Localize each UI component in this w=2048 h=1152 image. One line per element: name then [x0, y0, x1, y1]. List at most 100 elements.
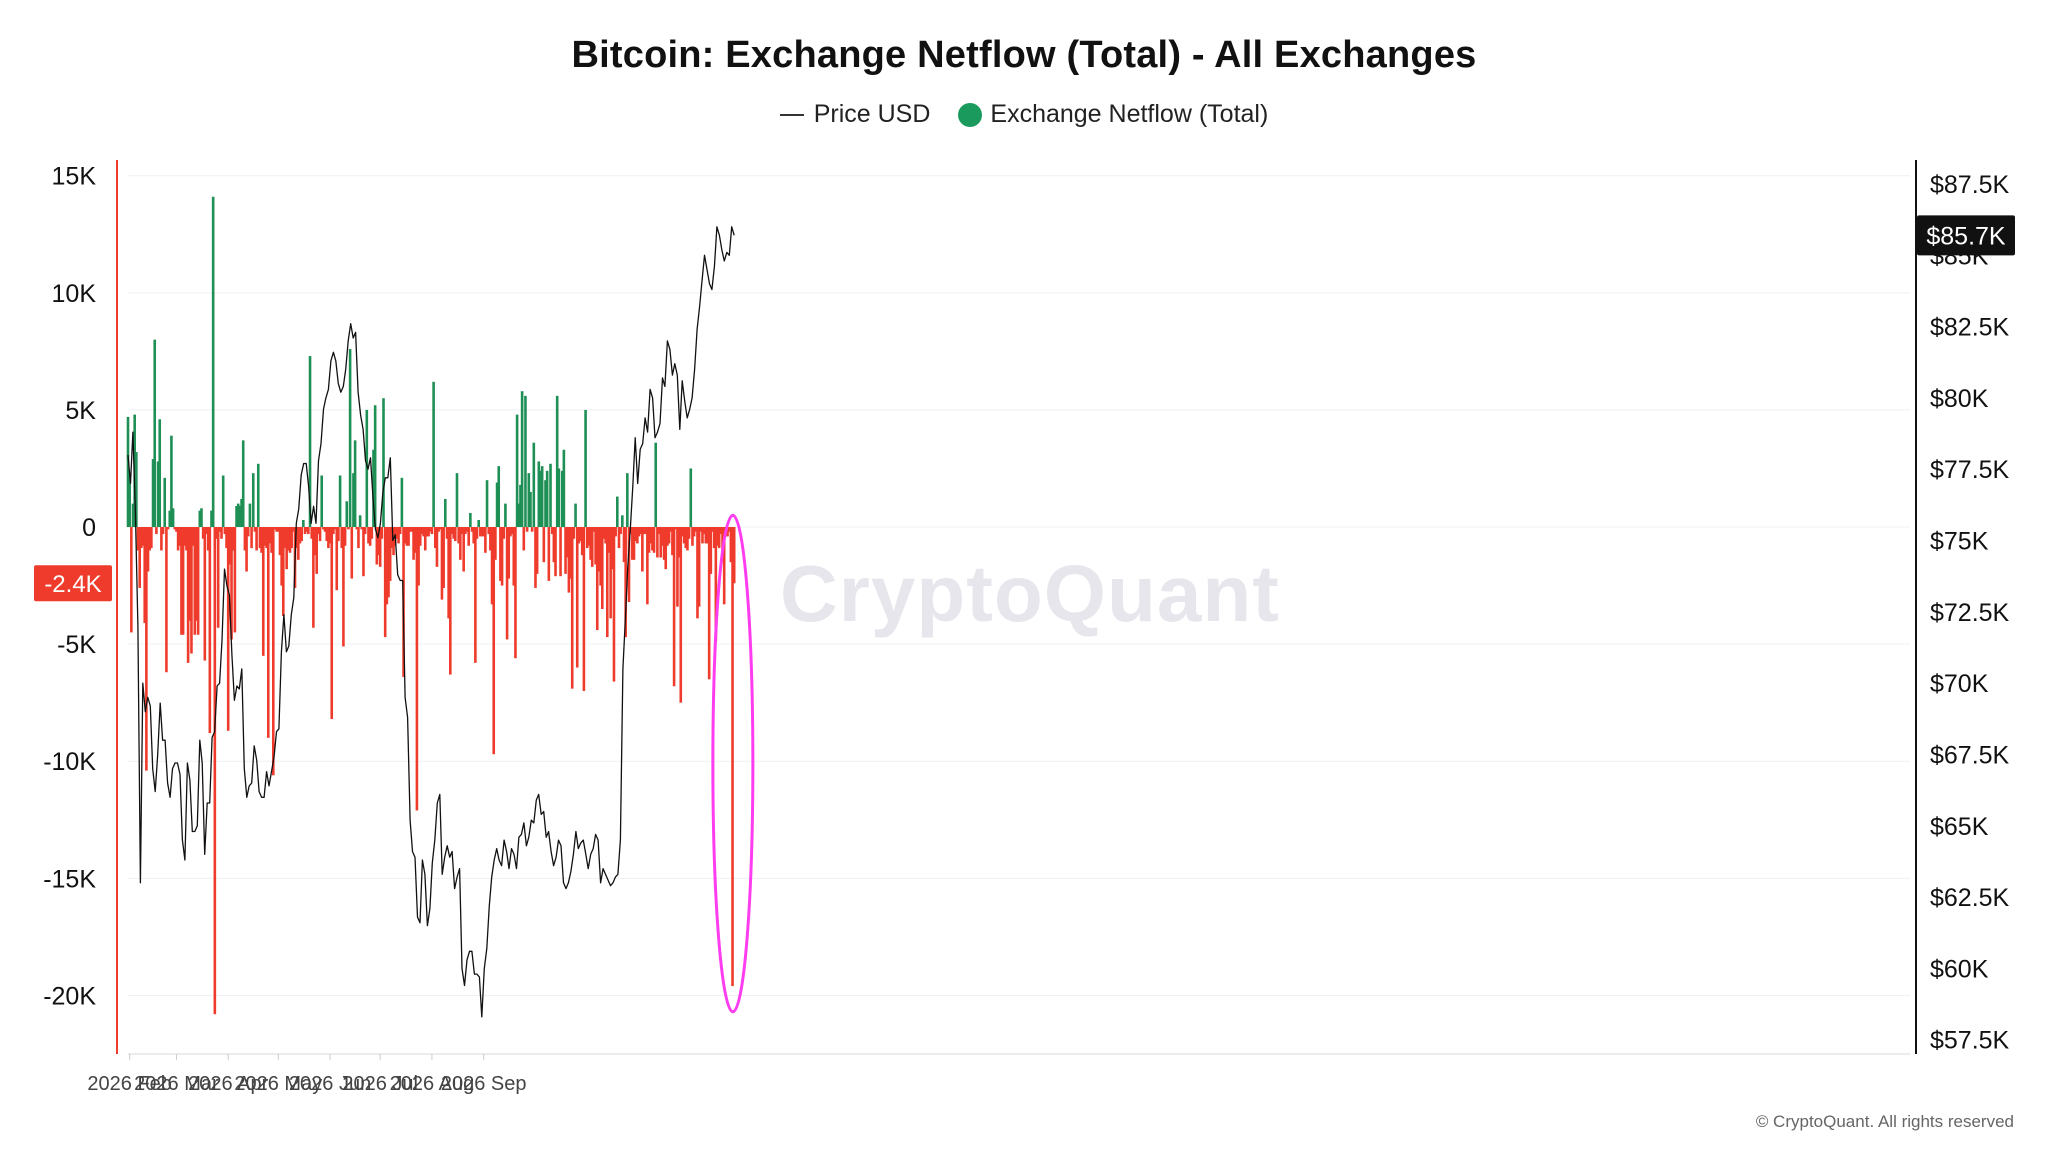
- netflow-bar: [539, 470, 542, 528]
- netflow-bar: [183, 527, 187, 546]
- netflow-bar: [195, 527, 198, 621]
- netflow-dot-swatch: [958, 102, 983, 127]
- netflow-bar: [609, 527, 612, 619]
- netflow-bar: [236, 503, 240, 528]
- netflow-bar: [707, 527, 711, 680]
- netflow-bar: [330, 527, 334, 720]
- netflow-bar: [701, 527, 704, 544]
- netflow-bar: [697, 527, 701, 607]
- netflow-bar: [454, 527, 457, 542]
- netflow-bar: [472, 527, 475, 544]
- netflow-bar: [191, 527, 195, 546]
- netflow-bar: [679, 527, 683, 703]
- netflow-bar: [265, 527, 268, 549]
- netflow-bar: [405, 527, 409, 546]
- netflow-bar: [282, 527, 285, 617]
- x-tick-label: 2026 Jun: [289, 1073, 371, 1095]
- netflow-bar: [161, 527, 165, 535]
- netflow-bar: [352, 473, 355, 528]
- netflow-bar: [644, 527, 647, 535]
- current-netflow-label: -2.4K: [44, 571, 101, 598]
- netflow-bar: [542, 527, 546, 563]
- netflow-bar: [479, 527, 482, 537]
- netflow-bar: [377, 527, 380, 556]
- netflow-bar: [659, 527, 663, 558]
- netflow-bar: [699, 527, 703, 532]
- netflow-bar: [502, 527, 506, 539]
- x-tick-label: 2026 Mar: [134, 1073, 219, 1095]
- netflow-bar: [455, 473, 459, 528]
- netflow-bar: [211, 196, 215, 528]
- legend-item-price[interactable]: Price USD: [779, 100, 930, 129]
- netflow-bar: [425, 527, 429, 537]
- netflow-bar: [714, 527, 718, 642]
- netflow-bar: [213, 527, 217, 1015]
- netflow-bar: [522, 527, 526, 551]
- netflow-bar: [400, 477, 404, 528]
- netflow-bar: [607, 527, 611, 553]
- netflow-bar: [450, 527, 454, 535]
- netflow-bar: [218, 527, 222, 532]
- netflow-bar: [392, 527, 395, 556]
- netflow-bar: [515, 414, 519, 528]
- netflow-bar: [499, 527, 502, 581]
- netflow-bar: [651, 527, 654, 551]
- netflow-bar: [372, 449, 375, 528]
- netflow-bar: [514, 527, 517, 659]
- netflow-bar: [355, 527, 359, 530]
- netflow-bar: [717, 527, 721, 549]
- netflow-bar: [141, 527, 145, 546]
- netflow-bar: [138, 527, 141, 588]
- netflow-bar: [278, 527, 282, 556]
- netflow-bar: [574, 503, 577, 528]
- netflow-bar: [382, 398, 385, 528]
- netflow-bar: [155, 527, 158, 535]
- netflow-bar: [495, 482, 499, 528]
- netflow-bar: [365, 409, 369, 528]
- netflow-bar: [185, 527, 188, 551]
- netflow-bar: [681, 527, 684, 537]
- netflow-bar: [323, 527, 327, 532]
- netflow-bar: [327, 527, 330, 549]
- netflow-bar: [298, 527, 302, 544]
- netflow-bar: [412, 527, 415, 560]
- netflow-bar: [605, 527, 609, 638]
- netflow-bar: [550, 527, 554, 535]
- netflow-bar: [649, 527, 653, 544]
- left-tick-label: -5K: [57, 631, 96, 659]
- netflow-bar: [622, 527, 626, 563]
- netflow-bar: [519, 484, 522, 528]
- netflow-bar: [520, 391, 524, 528]
- netflow-bar: [196, 527, 200, 635]
- netflow-bar: [417, 527, 420, 586]
- netflow-bar: [395, 527, 399, 539]
- netflow-bar: [510, 527, 514, 535]
- netflow-bar: [280, 527, 283, 586]
- netflow-bar: [562, 449, 566, 528]
- netflow-bar: [482, 527, 486, 537]
- right-tick-label: $72.5K: [1930, 599, 2010, 627]
- watermark: CryptoQuant: [780, 549, 1280, 638]
- current-price-label: $85.7K: [1926, 222, 2006, 250]
- netflow-bar: [270, 527, 273, 553]
- netflow-bar: [656, 527, 659, 558]
- legend-item-netflow[interactable]: Exchange Netflow (Total): [958, 100, 1268, 129]
- netflow-bar: [512, 527, 516, 586]
- netflow-bar: [617, 527, 621, 549]
- netflow-bar: [457, 527, 460, 544]
- x-tick-label: 2026 Apr: [188, 1073, 268, 1095]
- netflow-bar: [460, 527, 464, 535]
- netflow-bar: [150, 527, 153, 549]
- netflow-bar: [420, 527, 424, 535]
- netflow-bar: [661, 527, 664, 546]
- netflow-bar: [592, 527, 596, 532]
- netflow-bar: [165, 527, 168, 673]
- netflow-bar: [176, 527, 180, 551]
- legend-netflow-label: Exchange Netflow (Total): [990, 100, 1269, 128]
- netflow-bar: [445, 527, 449, 539]
- netflow-bar: [221, 475, 225, 528]
- netflow-bar: [727, 527, 731, 532]
- netflow-bar: [318, 527, 322, 542]
- netflow-bar: [500, 527, 504, 586]
